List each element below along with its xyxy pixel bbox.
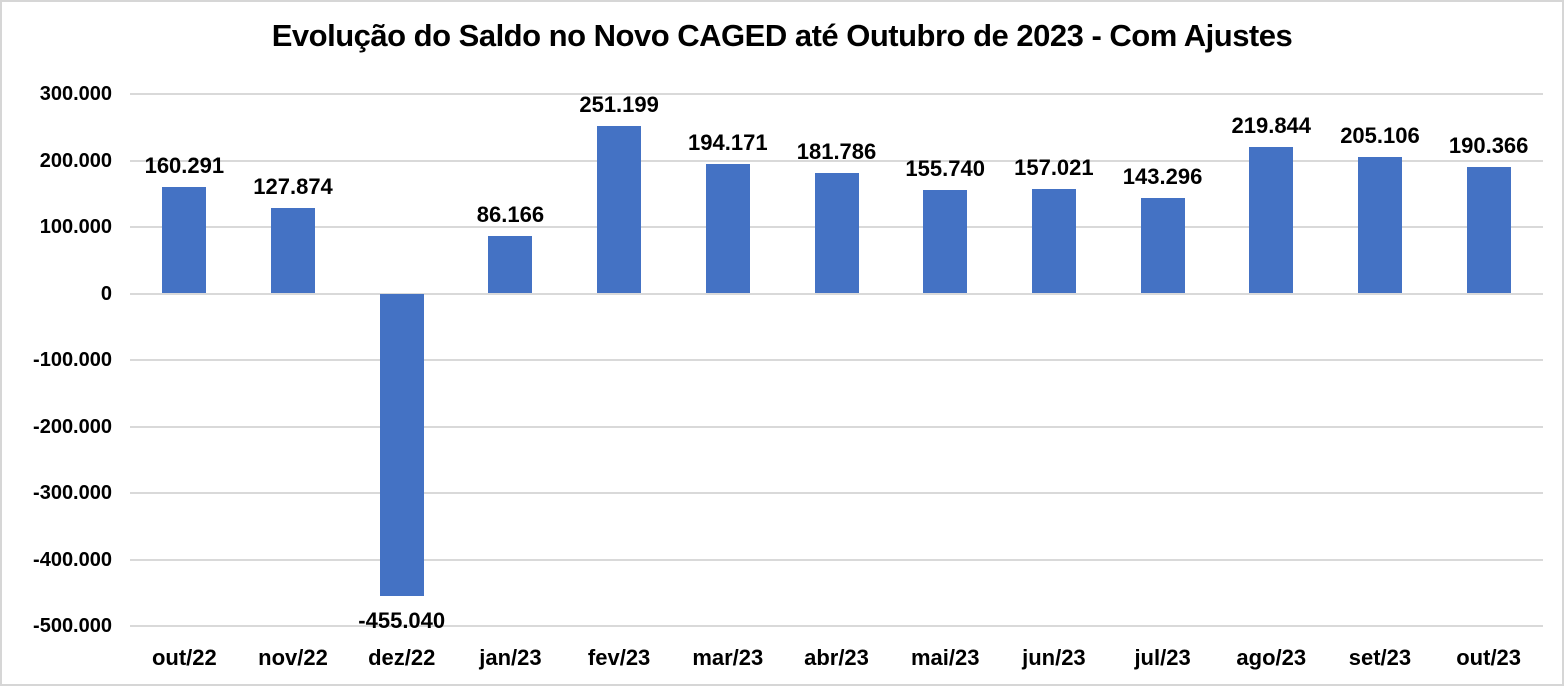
bar-data-label: 190.366	[1448, 132, 1529, 158]
bar	[379, 293, 424, 597]
y-axis-tick-label: 300.000	[39, 83, 112, 105]
bar	[1031, 189, 1076, 294]
x-axis-category-label: fev/23	[587, 645, 651, 670]
x-axis-category-label: ago/23	[1236, 645, 1307, 670]
x-axis-category-label: nov/22	[258, 645, 328, 670]
y-axis-tick-label: -300.000	[33, 482, 112, 504]
x-axis-category-label: jun/23	[1022, 645, 1086, 670]
y-axis-tick-label: -100.000	[33, 349, 112, 371]
x-axis-category-label: out/22	[151, 645, 217, 670]
gridline	[130, 292, 1543, 295]
bar-data-label: 205.106	[1340, 123, 1420, 149]
gridline	[130, 558, 1543, 561]
bar-data-label: 157.021	[1014, 155, 1094, 181]
chart-title: Evolução do Saldo no Novo CAGED até Outu…	[271, 18, 1293, 53]
bar	[1140, 198, 1185, 294]
gridline	[130, 93, 1543, 95]
bar	[814, 172, 859, 294]
x-axis-category-label: jul/23	[1134, 645, 1191, 670]
y-axis-tick-label: -200.000	[33, 415, 112, 438]
bar-data-label: -455.040	[358, 608, 446, 634]
gridline	[130, 159, 1543, 162]
gridline	[130, 359, 1543, 361]
bar	[162, 186, 207, 294]
bar-data-label: 127.874	[253, 174, 333, 200]
bar-data-label: 143.296	[1122, 164, 1203, 190]
y-axis-tick-label: 200.000	[39, 149, 112, 172]
y-axis-tick-label: 0	[100, 282, 112, 305]
y-axis-tick-label: -500.000	[33, 615, 112, 637]
bar-data-label: 219.844	[1231, 113, 1312, 139]
bar-data-label: 86.166	[476, 202, 545, 228]
y-axis-tick-label: 100.000	[39, 216, 112, 238]
gridline	[130, 492, 1543, 494]
bar	[1357, 157, 1402, 294]
x-axis-category-label: set/23	[1348, 645, 1412, 670]
bar	[705, 164, 750, 294]
gridline	[130, 625, 1543, 627]
y-axis-tick-label: -400.000	[33, 548, 112, 571]
bar-data-label: 251.199	[579, 92, 659, 118]
bar-data-label: 160.291	[144, 152, 225, 178]
x-axis-category-label: jan/23	[479, 645, 542, 670]
x-axis-category-label: abr/23	[804, 645, 869, 670]
bar	[271, 208, 316, 294]
x-axis-category-label: mar/23	[692, 645, 764, 670]
x-axis-category-label: out/23	[1456, 645, 1522, 670]
bar	[597, 126, 642, 294]
bar-data-label: 155.740	[905, 155, 985, 181]
gridline	[130, 425, 1543, 428]
bar	[1466, 166, 1511, 294]
bar	[1249, 147, 1294, 294]
bar	[923, 189, 968, 294]
bar-data-label: 181.786	[796, 138, 877, 164]
bar	[488, 236, 533, 294]
x-axis-category-label: dez/22	[368, 645, 436, 670]
x-axis-category-label: mai/23	[910, 645, 980, 670]
bar-data-label: 194.171	[688, 130, 768, 156]
